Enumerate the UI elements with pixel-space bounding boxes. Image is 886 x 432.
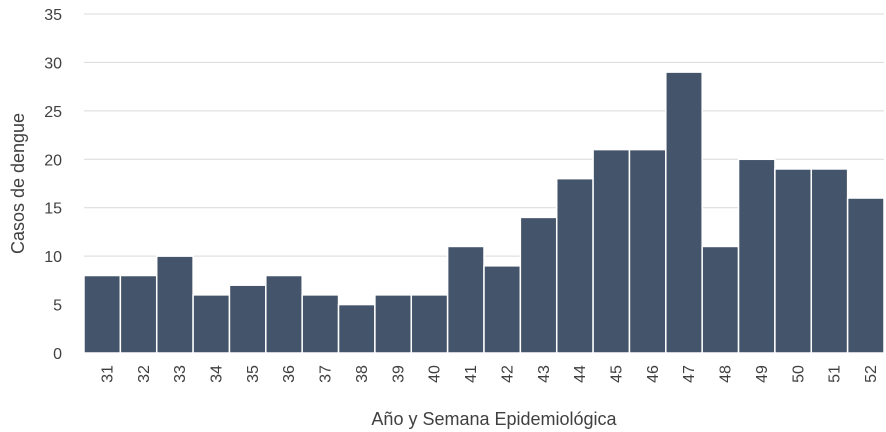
bar-31 bbox=[83, 274, 122, 354]
x-tick-label: 40 bbox=[427, 365, 444, 383]
y-tick-label: 25 bbox=[44, 104, 62, 121]
x-tick-label: 41 bbox=[463, 365, 480, 383]
y-tick-label: 15 bbox=[44, 201, 62, 218]
bar-43 bbox=[519, 216, 558, 354]
x-tick-label: 33 bbox=[172, 365, 189, 383]
bar-41 bbox=[446, 245, 485, 354]
x-tick-label: 34 bbox=[208, 365, 225, 383]
x-axis-title: Año y Semana Epidemiológica bbox=[371, 409, 617, 429]
bar-46 bbox=[628, 148, 667, 354]
bar-37 bbox=[301, 294, 340, 354]
bar-44 bbox=[555, 177, 594, 354]
bar-34 bbox=[192, 294, 231, 354]
x-tick-label: 49 bbox=[754, 365, 771, 383]
x-tick-label: 47 bbox=[681, 365, 698, 383]
bar-33 bbox=[155, 255, 194, 354]
x-tick-label: 48 bbox=[718, 365, 735, 383]
y-tick-label: 0 bbox=[53, 346, 62, 363]
bar-40 bbox=[410, 294, 449, 354]
x-tick-label: 51 bbox=[827, 365, 844, 383]
bar-51 bbox=[810, 168, 849, 354]
x-tick-label: 31 bbox=[99, 365, 116, 383]
bar-49 bbox=[737, 158, 776, 354]
bar-39 bbox=[374, 294, 413, 354]
x-tick-label: 43 bbox=[536, 365, 553, 383]
x-tick-label: 46 bbox=[645, 365, 662, 383]
x-tick-label: 36 bbox=[281, 365, 298, 383]
y-axis-title: Casos de dengue bbox=[8, 113, 28, 254]
x-tick-label: 37 bbox=[318, 365, 335, 383]
bar-32 bbox=[119, 274, 158, 354]
x-tick-label: 42 bbox=[499, 365, 516, 383]
y-axis-ticks: 0 5 10 15 20 25 30 35 bbox=[44, 7, 62, 363]
x-tick-label: 44 bbox=[572, 365, 589, 383]
x-tick-label: 32 bbox=[136, 365, 153, 383]
bar-45 bbox=[592, 148, 631, 354]
y-tick-label: 10 bbox=[44, 249, 62, 266]
bar-35 bbox=[228, 284, 267, 354]
bar-38 bbox=[337, 303, 376, 354]
y-tick-label: 30 bbox=[44, 55, 62, 72]
x-tick-label: 52 bbox=[863, 365, 880, 383]
bar-36 bbox=[265, 274, 303, 354]
bar-48 bbox=[701, 245, 740, 354]
bar-50 bbox=[774, 168, 813, 354]
bar-52 bbox=[846, 197, 885, 354]
x-tick-label: 50 bbox=[790, 365, 807, 383]
bar-47 bbox=[665, 71, 703, 354]
y-tick-label: 35 bbox=[44, 7, 62, 24]
x-tick-label: 39 bbox=[390, 365, 407, 383]
x-tick-label: 35 bbox=[245, 365, 262, 383]
y-tick-label: 20 bbox=[44, 152, 62, 169]
bars bbox=[83, 71, 885, 354]
x-tick-label: 45 bbox=[608, 365, 625, 383]
x-axis-ticks: 31 32 33 34 35 36 37 38 39 40 41 42 43 44 45 46 47 48 49 50… bbox=[99, 365, 880, 383]
y-tick-label: 5 bbox=[53, 298, 62, 315]
x-tick-label: 38 bbox=[354, 365, 371, 383]
bar-42 bbox=[483, 265, 522, 354]
